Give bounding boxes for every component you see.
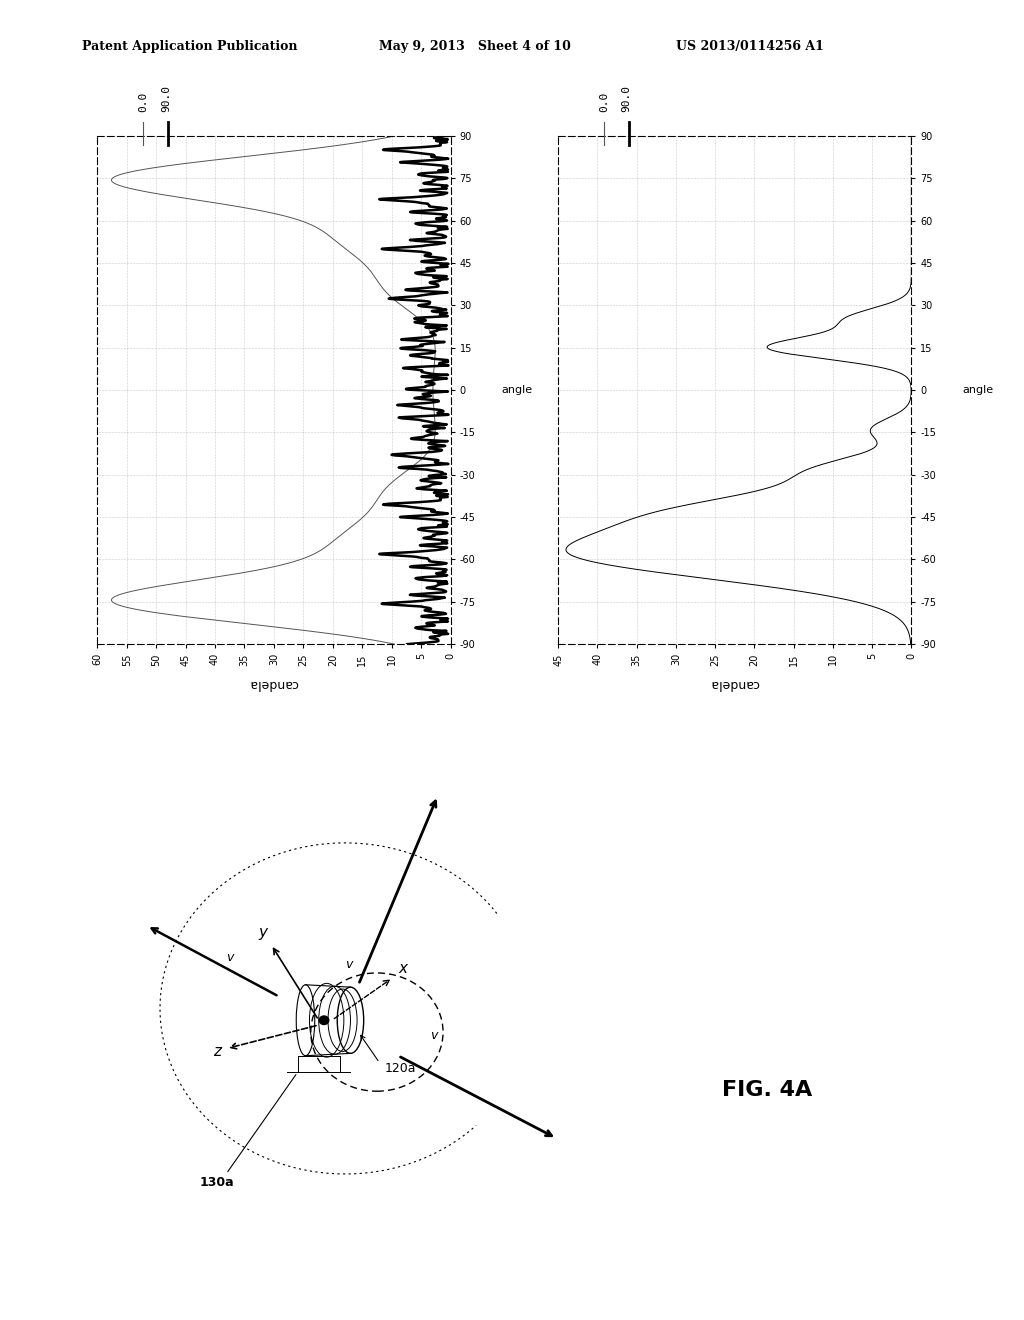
Text: Patent Application Publication: Patent Application Publication xyxy=(82,40,297,53)
Text: 120a: 120a xyxy=(385,1063,417,1076)
Text: 130a: 130a xyxy=(200,1176,234,1189)
X-axis label: candela: candela xyxy=(249,677,299,690)
Text: May 9, 2013   Sheet 4 of 10: May 9, 2013 Sheet 4 of 10 xyxy=(379,40,570,53)
Text: 90.0: 90.0 xyxy=(161,86,171,112)
Text: 90.0: 90.0 xyxy=(622,86,632,112)
Text: y: y xyxy=(258,925,267,940)
Text: 0.0: 0.0 xyxy=(599,92,609,112)
Text: x: x xyxy=(398,961,408,975)
Y-axis label: angle: angle xyxy=(963,385,993,395)
Text: z: z xyxy=(213,1044,221,1059)
Text: 0.0: 0.0 xyxy=(138,92,148,112)
Text: v: v xyxy=(226,952,233,964)
Text: v: v xyxy=(345,958,352,972)
Text: v: v xyxy=(430,1030,437,1043)
Text: FIG. 4A: FIG. 4A xyxy=(722,1080,812,1100)
X-axis label: candela: candela xyxy=(710,677,760,690)
Text: US 2013/0114256 A1: US 2013/0114256 A1 xyxy=(676,40,823,53)
Y-axis label: angle: angle xyxy=(502,385,532,395)
Circle shape xyxy=(319,1016,329,1024)
